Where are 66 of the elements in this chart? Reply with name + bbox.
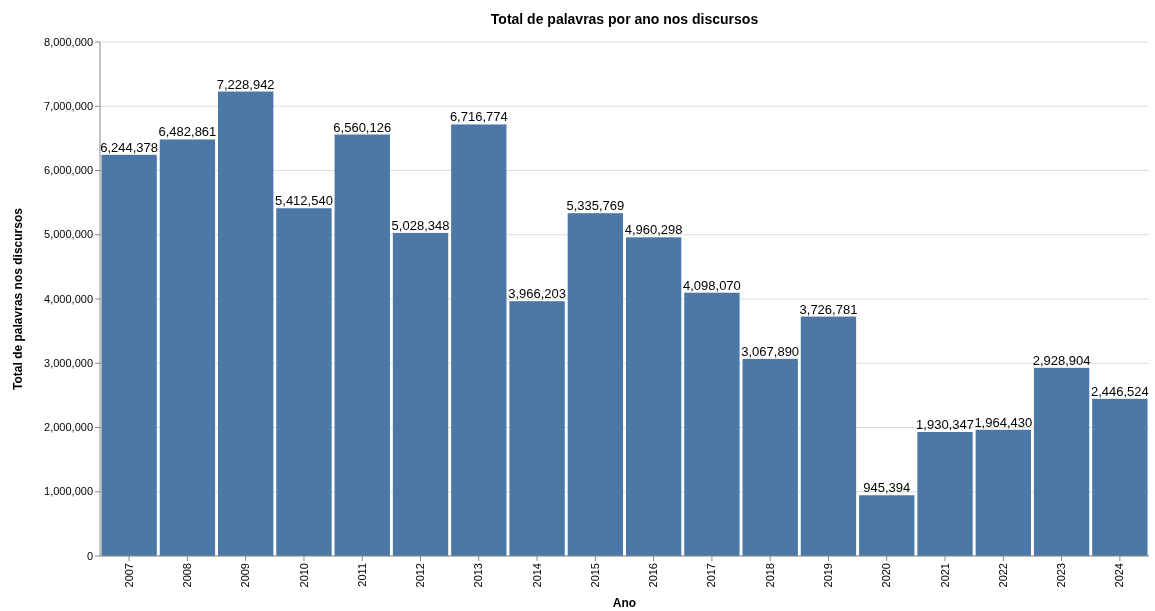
data-label: 5,028,348 (391, 217, 450, 233)
bar (392, 232, 449, 556)
bar (276, 208, 332, 556)
x-tick-label: 2007 (122, 563, 135, 588)
x-tick-label: 2017 (705, 563, 718, 588)
data-label: 3,067,890 (741, 343, 800, 359)
x-tick-label: 2016 (647, 563, 660, 588)
data-label: 3,966,203 (508, 286, 567, 302)
y-tick-label: 7,000,000 (44, 99, 93, 112)
x-axis-title: Ano (612, 596, 637, 610)
x-tick-label: 2019 (821, 563, 834, 588)
x-tick-label: 2013 (472, 563, 485, 588)
data-label: 2,446,524 (1090, 383, 1149, 399)
y-tick-label: 3,000,000 (44, 356, 93, 369)
x-tick-label: 2024 (1113, 563, 1126, 588)
data-label: 6,244,378 (100, 139, 159, 155)
x-tick-label: 2021 (938, 563, 951, 588)
bar (159, 139, 216, 556)
data-label: 6,482,861 (158, 124, 217, 140)
data-label: 5,335,769 (566, 198, 625, 214)
y-tick-label: 6,000,000 (44, 164, 93, 177)
y-tick-label: 5,000,000 (44, 228, 93, 241)
x-tick-label: 2010 (297, 563, 310, 588)
bar (975, 429, 1031, 556)
x-tick-label: 2009 (239, 563, 252, 588)
y-tick-label: 4,000,000 (44, 292, 93, 305)
data-label: 6,560,126 (333, 119, 392, 135)
data-label: 945,394 (863, 480, 911, 496)
x-tick-label: 2015 (588, 563, 601, 588)
bar (334, 134, 390, 556)
data-label: 7,228,942 (216, 76, 275, 92)
bar (101, 154, 157, 556)
bar (567, 213, 624, 556)
y-tick-label: 1,000,000 (44, 485, 93, 498)
y-tick-label: 8,000,000 (44, 35, 93, 48)
x-tick-label: 2011 (355, 563, 368, 587)
bar (684, 292, 740, 556)
data-label: 4,960,298 (624, 222, 683, 238)
bar (1092, 398, 1148, 556)
y-axis-title: Total de palavras nos discursos (11, 207, 25, 390)
x-tick-label: 2018 (763, 563, 776, 588)
data-label: 4,098,070 (682, 277, 741, 293)
data-label: 2,928,904 (1032, 352, 1091, 368)
x-tick-label: 2023 (1055, 563, 1068, 588)
bar (218, 91, 274, 556)
x-tick-label: 2022 (996, 563, 1009, 588)
chart-title: Total de palavras por ano nos discursos (490, 11, 759, 27)
bar (1033, 367, 1090, 556)
bar (917, 431, 973, 556)
y-tick-label: 0 (86, 549, 93, 562)
y-tick-label: 2,000,000 (44, 421, 93, 434)
data-label: 1,930,347 (916, 416, 974, 432)
data-label: 5,412,540 (275, 193, 333, 209)
data-label: 1,964,430 (974, 414, 1033, 430)
x-tick-label: 2020 (880, 563, 893, 588)
bar (625, 237, 682, 556)
bar (859, 495, 915, 556)
x-tick-label: 2012 (414, 563, 427, 588)
bar (509, 301, 565, 556)
bar (742, 358, 798, 556)
bar (800, 316, 857, 556)
x-tick-label: 2014 (530, 563, 543, 588)
data-label: 6,716,774 (449, 109, 508, 125)
x-tick-label: 2008 (180, 563, 193, 588)
bar (451, 124, 507, 556)
data-label: 3,726,781 (799, 301, 858, 317)
